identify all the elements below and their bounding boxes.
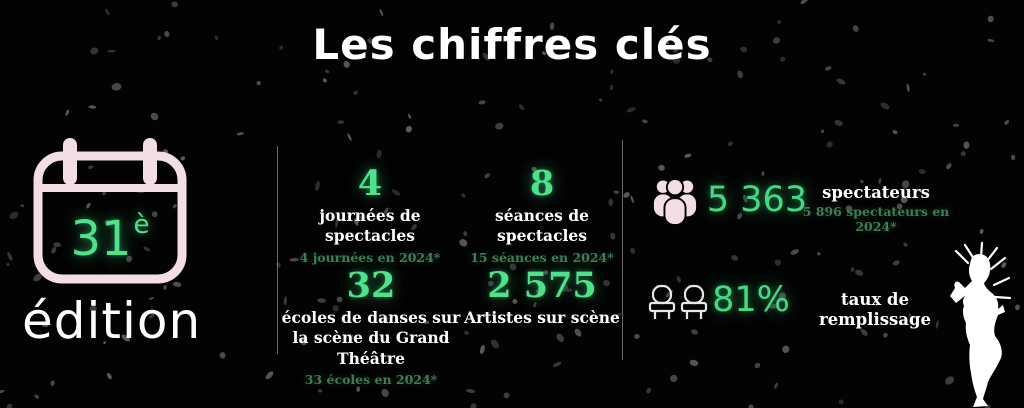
people-group-icon bbox=[653, 178, 697, 226]
divider-left bbox=[277, 146, 278, 354]
stat-value: 32 bbox=[346, 265, 396, 306]
stat-note: 4 journées en 2024* bbox=[299, 249, 441, 265]
dancer-silhouette bbox=[950, 242, 1012, 407]
divider-right bbox=[622, 140, 623, 360]
stat-label: écoles de danses sur la scène du Grand T… bbox=[281, 308, 461, 368]
edition-number: 31è bbox=[30, 210, 190, 267]
stat-label: journées de spectacles bbox=[319, 206, 421, 246]
edition-label: édition bbox=[22, 292, 202, 350]
stat-label: séances de spectacles bbox=[494, 206, 590, 246]
fill-rate-label: taux de remplissage bbox=[818, 290, 932, 329]
stat-label: Artistes sur scène bbox=[464, 308, 620, 328]
spectators-count: 5 363 bbox=[706, 180, 808, 220]
stat-value: 4 bbox=[357, 163, 383, 204]
calendar-icon bbox=[33, 138, 187, 284]
edition-number-suffix: è bbox=[133, 210, 150, 240]
fill-rate-value: 81% bbox=[712, 280, 790, 320]
stat-note: 15 séances en 2024* bbox=[470, 249, 614, 265]
stat-seances: 8 séances de spectacles 15 séances en 20… bbox=[458, 163, 626, 265]
stat-journees: 4 journées de spectacles 4 journées en 2… bbox=[280, 163, 460, 265]
stat-value: 2 575 bbox=[487, 265, 597, 306]
spectators-note: 5 896 spectateurs en 2024* bbox=[802, 203, 950, 234]
stat-note: 33 écoles en 2024* bbox=[304, 371, 438, 387]
theater-seats-icon bbox=[648, 284, 708, 319]
stat-artistes: 2 575 Artistes sur scène bbox=[462, 265, 622, 328]
spectators-labels: spectateurs 5 896 spectateurs en 2024* bbox=[796, 183, 956, 234]
fill-rate-labels: taux de remplissage bbox=[792, 290, 958, 330]
edition-number-value: 31 bbox=[70, 211, 132, 267]
stat-ecoles: 32 écoles de danses sur la scène du Gran… bbox=[278, 265, 464, 387]
spectators-label: spectateurs bbox=[822, 183, 930, 202]
page-title: Les chiffres clés bbox=[312, 20, 712, 69]
stat-value: 8 bbox=[529, 163, 555, 204]
